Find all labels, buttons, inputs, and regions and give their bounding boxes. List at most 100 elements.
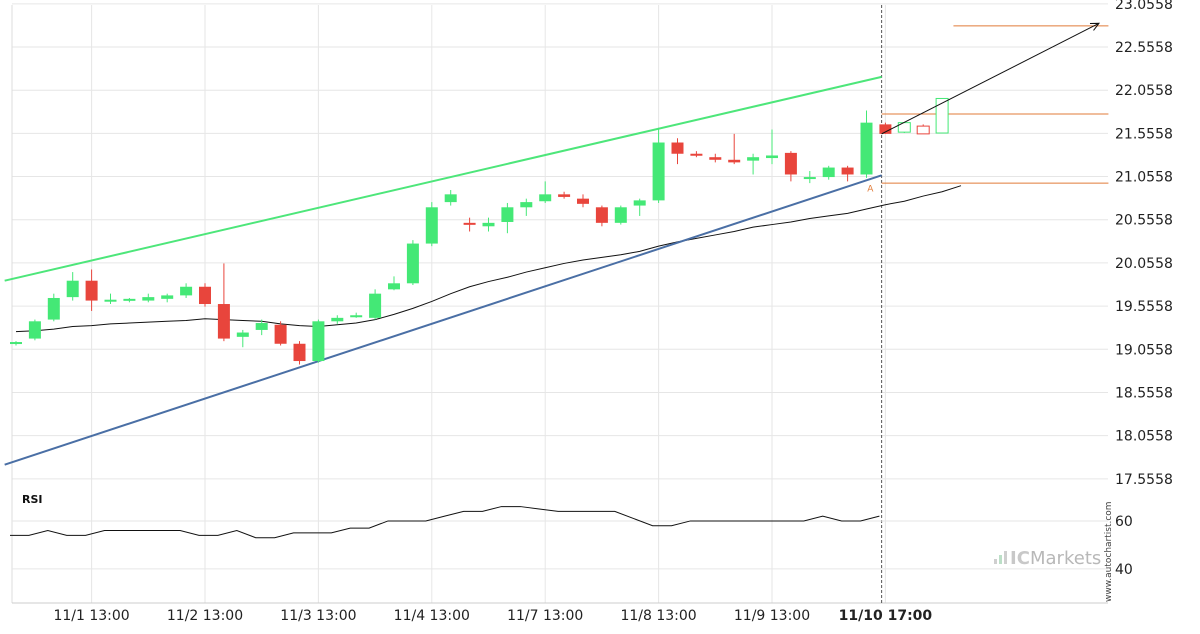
grid-layer — [11, 3, 1108, 604]
candle-layer — [10, 110, 892, 365]
candle-body — [47, 297, 60, 320]
y-tick-label: 18.0558 — [1115, 429, 1173, 445]
candle-body — [482, 222, 495, 227]
candle-body — [520, 202, 533, 208]
x-axis-ticks: 11/1 13:00 11/2 13:00 11/3 13:00 11/4 13:00… — [53, 608, 932, 624]
candle — [652, 127, 665, 203]
candle-body — [879, 124, 892, 134]
forecast-candle-body — [935, 97, 949, 134]
rsi-title: RSI — [22, 493, 43, 506]
candle-body — [803, 177, 816, 180]
candle-body — [123, 298, 136, 301]
candle-body — [614, 207, 627, 223]
candle — [293, 341, 306, 365]
candle-body — [199, 286, 211, 305]
x-tick-label: 11/7 13:00 — [507, 608, 583, 624]
candle-body — [217, 304, 230, 339]
rsi-panel: RSI 60 40 — [10, 493, 1133, 578]
candle — [199, 283, 211, 307]
y-tick-label: 20.0558 — [1115, 256, 1173, 272]
forecast-candle — [916, 124, 930, 135]
candle — [10, 341, 22, 346]
candle — [217, 263, 230, 342]
y-tick-label: 21.0558 — [1115, 170, 1173, 186]
rsi-line — [10, 506, 880, 539]
x-tick-label: 11/10 17:00 — [839, 608, 933, 624]
candle — [747, 153, 760, 175]
moving-average-layer — [15, 185, 962, 333]
candle — [784, 151, 797, 182]
x-tick-label: 11/2 13:00 — [167, 608, 243, 624]
candle-body — [501, 207, 514, 222]
x-tick-label: 11/4 13:00 — [394, 608, 470, 624]
x-tick-label: 11/3 13:00 — [280, 608, 356, 624]
y-tick-label: 23.0558 — [1115, 0, 1173, 13]
candle — [350, 312, 363, 318]
candle — [425, 202, 438, 247]
x-tick-label: 11/9 13:00 — [734, 608, 810, 624]
candle — [444, 190, 457, 206]
candle — [709, 153, 722, 163]
y-tick-label: 17.5558 — [1115, 472, 1173, 488]
candle — [47, 293, 60, 322]
candle — [803, 171, 816, 184]
candle-body — [104, 299, 117, 302]
candle-body — [784, 152, 797, 175]
candle — [860, 110, 873, 178]
candle-body — [161, 295, 174, 299]
candle — [463, 217, 476, 232]
candle-body — [142, 297, 155, 301]
y-tick-label: 19.5558 — [1115, 299, 1173, 315]
candle-body — [860, 122, 873, 175]
y-tick-label: 19.0558 — [1115, 342, 1173, 358]
candle — [482, 217, 495, 232]
candle — [123, 297, 136, 303]
logo-text-markets: Markets — [1030, 548, 1101, 569]
candle — [255, 319, 268, 336]
candle-body — [577, 198, 589, 204]
candle-body — [463, 222, 476, 225]
candle-body — [331, 317, 344, 322]
y-axis-ticks: 23.0558 22.5558 22.0558 21.5558 21.0558 20.55… — [1115, 0, 1173, 488]
candle-body — [747, 157, 760, 161]
logo-bar-3 — [1004, 551, 1007, 564]
x-tick-label: 11/8 13:00 — [620, 608, 696, 624]
rsi-axis-label: 60 — [1115, 514, 1133, 530]
candle — [558, 191, 571, 199]
candle — [822, 165, 835, 180]
candle-body — [444, 194, 457, 203]
candle — [539, 181, 552, 203]
candle-body — [180, 286, 193, 296]
y-tick-label: 20.5558 — [1115, 213, 1173, 229]
forecast-layer: A — [867, 22, 1109, 195]
point-a-label: A — [867, 185, 874, 195]
candle-body — [690, 153, 703, 156]
candle — [180, 283, 193, 298]
candle — [633, 198, 646, 216]
icmarkets-logo: IC Markets — [994, 548, 1101, 569]
candle-body — [236, 332, 249, 337]
candle — [406, 240, 419, 286]
candle-body — [633, 200, 646, 206]
forecast-arrow-head — [1089, 22, 1100, 31]
candle — [66, 272, 79, 301]
candle — [841, 165, 854, 182]
x-tick-label: 11/1 13:00 — [53, 608, 129, 624]
candle — [312, 319, 325, 363]
candle — [388, 276, 400, 291]
y-tick-label: 18.5558 — [1115, 385, 1173, 401]
candle-body — [728, 159, 741, 163]
candle-body — [255, 323, 268, 330]
candle-body — [822, 167, 835, 178]
candle — [104, 293, 117, 305]
candle-body — [274, 324, 287, 344]
watermark-text: www.autochartist.com — [1104, 501, 1114, 602]
y-tick-label: 22.0558 — [1115, 83, 1173, 99]
candle-body — [312, 321, 325, 362]
logo-bar-1 — [994, 559, 997, 564]
candle-body — [709, 157, 722, 160]
candle-body — [28, 321, 41, 339]
support-line — [4, 174, 882, 466]
